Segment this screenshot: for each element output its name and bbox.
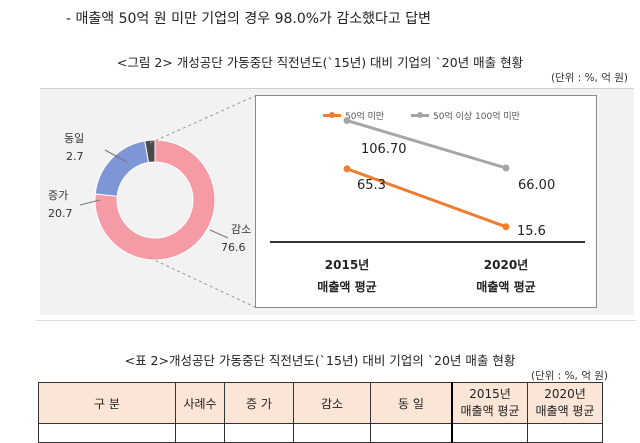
table-cell [293,423,371,443]
series-line-1 [346,119,507,170]
label-leader-decrease [209,229,229,239]
x-category-2020-line2: 매출액 평균 [476,280,536,294]
table-cell [175,423,225,443]
table-cell [451,423,528,443]
section-divider [36,320,636,321]
data-table: 구 분 사례수 증 가 감소 동 일 2015년 매출액 평균 2020년 매출… [38,382,603,443]
legend-label-under-50: 50억 미만 [345,112,385,122]
series-point-0-1 [502,223,510,231]
table-cell [38,423,176,443]
donut-label-increase: 증가 [48,189,69,202]
zoom-connector-bottom [149,257,256,308]
donut-value-increase: 20.7 [48,207,73,220]
data-label-under-50-2015: 65.3 [357,178,386,193]
header-category: 구 분 [38,382,176,424]
legend-label-50-100: 50억 이상 100억 미만 [433,112,520,122]
label-leader-increase [79,199,101,206]
table-row [38,423,603,443]
legend-swatch-50-100 [411,112,429,118]
header-2015-avg: 2015년 매출액 평균 [451,382,528,424]
line-chart-frame [255,95,597,308]
table-cell [370,423,453,443]
header-2015-line2: 매출액 평균 [460,404,520,418]
x-category-2020-line1: 2020년 [483,258,529,272]
donut-segment-2 [144,139,156,164]
header-2020-line1: 2020년 [544,387,586,401]
donut-label-decrease: 감소 [231,223,252,236]
donut-value-same: 2.7 [66,150,84,163]
table-unit: (단위 : %, 억 원) [530,370,608,382]
table-cell [224,423,294,443]
header-decrease: 감소 [293,382,371,424]
series-line-0 [346,167,507,229]
donut-label-same: 동일 [64,132,85,145]
header-2015-line1: 2015년 [469,387,511,401]
figure-unit: (단위 : %, 억 원) [550,72,628,84]
legend-item-50-100: 50억 이상 100억 미만 [411,109,520,122]
donut-chart [79,95,256,308]
bullet-text: - 매출액 50억 원 미만 기업의 경우 98.0%가 감소했다고 답변 [66,11,431,27]
header-2020-line2: 매출액 평균 [535,404,595,418]
header-cases: 사례수 [175,382,225,424]
x-category-2020: 2020년 매출액 평균 [456,254,556,298]
series-point-1-0 [343,117,351,125]
data-label-50-100-2015: 106.70 [361,142,407,157]
data-label-under-50-2020: 15.6 [517,224,546,239]
figure-title: <그림 2> 개성공단 가동중단 직전년도(`15년) 대비 기업의 `20년 … [116,55,524,70]
legend-swatch-under-50 [323,112,341,118]
header-increase: 증 가 [224,382,294,424]
label-leader-same [104,149,128,163]
donut-value-decrease: 76.6 [221,241,246,254]
header-same: 동 일 [370,382,453,424]
line-chart [270,117,585,243]
table-title: <표 2>개성공단 가동중단 직전년도(`15년) 대비 기업의 `20년 매출… [124,353,516,368]
table-header-row: 구 분 사례수 증 가 감소 동 일 2015년 매출액 평균 2020년 매출… [38,382,603,424]
series-point-0-0 [343,165,351,173]
table-cell [527,423,603,443]
data-label-50-100-2020: 66.00 [518,178,556,193]
donut-segments [94,139,216,261]
zoom-connector-top [149,95,256,144]
header-2020-avg: 2020년 매출액 평균 [527,382,603,424]
x-category-2015: 2015년 매출액 평균 [297,254,397,298]
series-point-1-1 [502,164,510,172]
x-category-2015-line1: 2015년 [324,258,370,272]
legend-item-under-50: 50억 미만 [323,109,384,122]
x-category-2015-line2: 매출액 평균 [317,280,377,294]
donut-segment-0 [94,139,216,261]
